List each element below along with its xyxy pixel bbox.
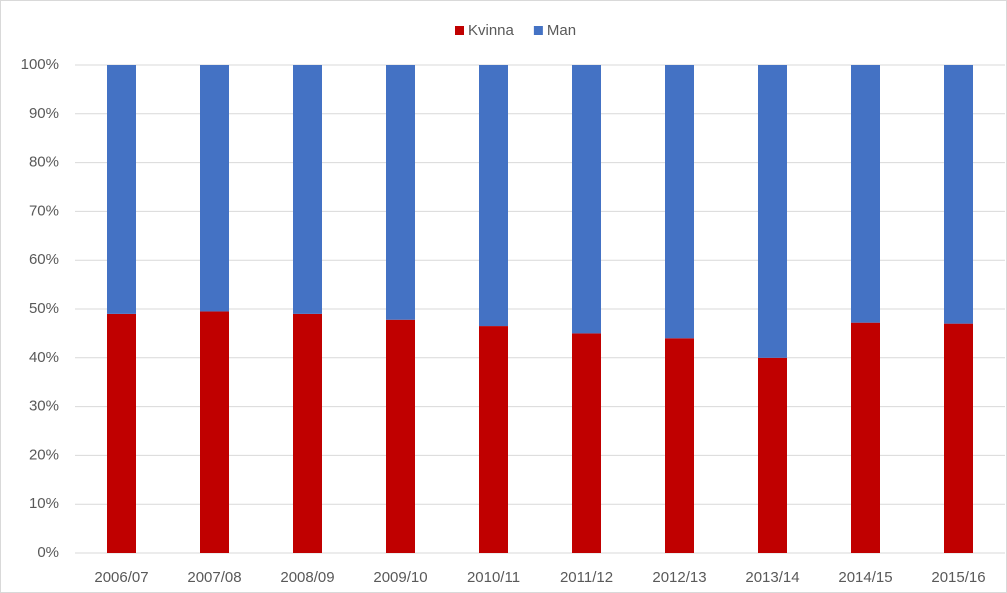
y-tick-label: 10%: [29, 495, 59, 512]
x-tick-label: 2008/09: [280, 569, 334, 586]
bar-segment: [572, 65, 601, 334]
y-tick-label: 60%: [29, 251, 59, 268]
bar-segment: [386, 65, 415, 320]
x-tick-label: 2011/12: [560, 569, 613, 586]
legend-label: Kvinna: [468, 22, 515, 39]
bar-segment: [665, 65, 694, 339]
bar-segment: [107, 313, 136, 553]
legend-label: Man: [547, 22, 576, 39]
y-tick-label: 100%: [21, 56, 59, 73]
bar-segment: [200, 65, 229, 312]
y-tick-label: 80%: [29, 154, 59, 171]
x-tick-label: 2007/08: [187, 569, 241, 586]
x-tick-label: 2006/07: [94, 569, 148, 586]
bar-segment: [851, 322, 880, 553]
x-tick-label: 2013/14: [745, 569, 799, 586]
legend-swatch: [455, 26, 464, 35]
bar-segment: [479, 65, 508, 327]
bar-segment: [479, 326, 508, 553]
y-tick-label: 40%: [29, 349, 59, 366]
y-tick-label: 90%: [29, 105, 59, 122]
bar-segment: [572, 333, 601, 553]
x-tick-label: 2015/16: [931, 569, 985, 586]
y-tick-label: 0%: [37, 544, 59, 561]
x-tick-label: 2010/11: [467, 569, 520, 586]
legend-swatch: [533, 26, 543, 35]
y-tick-label: 30%: [29, 398, 59, 415]
y-tick-label: 70%: [29, 202, 59, 219]
bar-segment: [293, 313, 322, 553]
bar-segment: [944, 65, 973, 324]
bar-segment: [200, 311, 229, 553]
bar-segment: [758, 65, 787, 358]
bar-segment: [386, 319, 415, 553]
x-tick-label: 2014/15: [838, 569, 892, 586]
x-tick-label: 2012/13: [652, 569, 706, 586]
bar-segment: [944, 323, 973, 553]
bar-segment: [293, 65, 322, 314]
y-tick-label: 20%: [29, 446, 59, 463]
bar-segment: [665, 338, 694, 553]
bar-segment: [758, 357, 787, 553]
y-tick-label: 50%: [29, 300, 59, 317]
x-tick-label: 2009/10: [373, 569, 427, 586]
bar-segment: [851, 65, 880, 323]
bar-segment: [107, 65, 136, 314]
